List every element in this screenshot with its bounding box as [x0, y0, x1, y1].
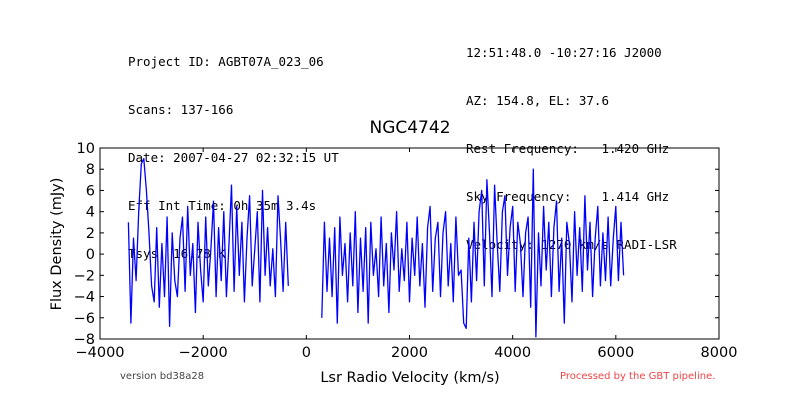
- x-tick-label: −4000: [75, 345, 124, 361]
- y-tick-label: 8: [86, 162, 95, 178]
- x-axis: −4000 −2000 0 2000 4000 6000 8000: [75, 148, 737, 361]
- x-tick-label: 8000: [701, 345, 738, 361]
- version-label: version bd38a28: [120, 371, 205, 382]
- coordinates-line: 12:51:48.0 -10:27:16 J2000: [466, 45, 662, 60]
- x-tick-label: 4000: [494, 345, 531, 361]
- chart-title: NGC4742: [369, 118, 450, 138]
- y-axis: −8 −6 −4 −2 0 2 4 6 8 10: [74, 141, 719, 348]
- y-tick-label: 0: [86, 247, 95, 263]
- y-tick-label: −4: [74, 290, 95, 306]
- scans-line: Scans: 137-166: [128, 102, 234, 117]
- az-el-line: AZ: 154.8, EL: 37.6: [466, 93, 609, 108]
- spectrum-line-segment-2: [321, 168, 625, 338]
- y-tick-label: 10: [77, 141, 95, 157]
- y-axis-label: Flux Density (mJy): [49, 178, 65, 311]
- y-tick-label: 4: [86, 205, 95, 221]
- y-tick-label: 6: [86, 183, 95, 199]
- y-tick-label: −2: [74, 268, 95, 284]
- project-id-line: Project ID: AGBT07A_023_06: [128, 54, 324, 69]
- x-tick-label: 0: [302, 345, 311, 361]
- y-tick-label: 2: [86, 226, 95, 242]
- sky-frequency-line: Sky Frequency: 1.414 GHz: [466, 189, 670, 204]
- plot-area: [99, 147, 720, 340]
- date-line: Date: 2007-04-27 02:32:15 UT: [128, 150, 339, 165]
- spectrum-line-segment-1: [127, 157, 289, 327]
- x-tick-label: 6000: [597, 345, 634, 361]
- pipeline-credit: Processed by the GBT pipeline.: [560, 371, 716, 382]
- y-tick-label: −8: [74, 332, 95, 348]
- x-tick-label: 2000: [391, 345, 428, 361]
- x-tick-label: −2000: [179, 345, 228, 361]
- x-axis-label: Lsr Radio Velocity (km/s): [320, 370, 499, 386]
- y-tick-label: −6: [74, 311, 95, 327]
- observation-info-right: 12:51:48.0 -10:27:16 J2000 AZ: 154.8, EL…: [466, 13, 677, 269]
